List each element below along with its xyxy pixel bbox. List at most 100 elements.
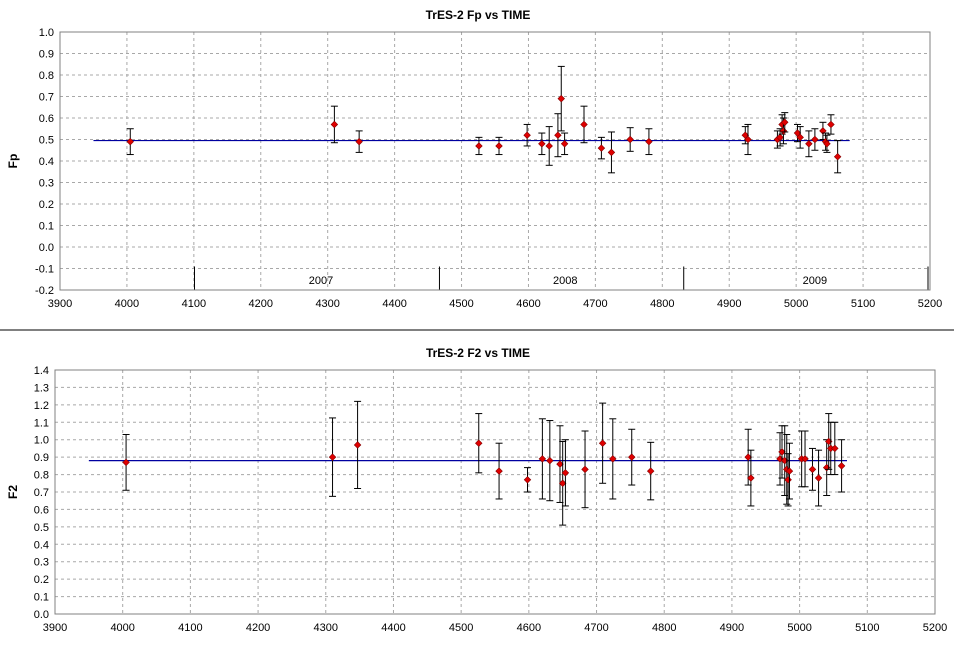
f2-y-tick-label: 0.0 <box>34 609 49 621</box>
f2-marker <box>744 453 752 461</box>
f2-x-tick-label: 4800 <box>652 622 676 634</box>
fp-y-tick-label: -0.1 <box>35 264 54 276</box>
f2-data-point <box>495 442 503 500</box>
f2-y-tick-label: 0.2 <box>34 574 49 586</box>
fp-y-tick-label: -0.2 <box>35 285 54 297</box>
fp-marker <box>495 142 503 150</box>
fp-x-tick-labels: 3900 4000 4100 4200 4300 4400 4500 4600 4700 4800… <box>48 298 942 310</box>
f2-marker <box>581 465 589 474</box>
f2-data-points <box>122 400 846 526</box>
fp-data-point <box>597 136 606 160</box>
f2-x-tick-label: 4700 <box>584 622 608 634</box>
fp-marker <box>827 120 835 129</box>
fp-marker <box>545 142 553 150</box>
fp-x-tick-label: 4700 <box>583 298 607 310</box>
fp-marker <box>776 133 784 142</box>
f2-y-tick-label: 1.2 <box>34 400 49 412</box>
f2-data-point <box>814 449 823 507</box>
f2-marker <box>747 474 755 482</box>
fp-x-tick-label: 4800 <box>650 298 674 310</box>
f2-data-point <box>831 421 839 476</box>
f2-x-tick-label: 4500 <box>449 622 473 634</box>
f2-x-tick-label: 4400 <box>381 622 405 634</box>
fp-data-point <box>126 128 134 156</box>
f2-data-point <box>609 418 617 500</box>
fp-data-point <box>545 126 553 166</box>
fp-marker <box>779 127 788 135</box>
f2-y-tick-label: 1.3 <box>34 382 49 394</box>
fp-x-tick-label: 4600 <box>516 298 540 310</box>
fp-marker <box>744 135 752 144</box>
fp-y-tick-label: 0.1 <box>39 221 54 233</box>
fp-x-tick-label: 4400 <box>382 298 406 310</box>
f2-marker <box>778 448 786 456</box>
fp-data-point <box>355 130 363 153</box>
f2-marker <box>561 469 570 477</box>
fp-x-tick-label: 5100 <box>851 298 875 310</box>
f2-x-tick-label: 5200 <box>923 622 947 634</box>
fp-x-tick-label: 4000 <box>115 298 139 310</box>
f2-marker <box>837 462 846 470</box>
fp-marker <box>607 148 616 157</box>
f2-y-axis-label: F2 <box>6 485 20 499</box>
f2-marker <box>814 474 823 482</box>
fp-marker <box>805 140 813 148</box>
f2-data-point <box>581 430 589 509</box>
fp-data-point <box>607 131 616 174</box>
fp-x-tick-label: 4100 <box>182 298 206 310</box>
fp-marker <box>626 135 634 144</box>
fp-x-tick-label: 3900 <box>48 298 72 310</box>
fp-marker <box>557 94 565 103</box>
fp-y-tick-label: 0.4 <box>39 156 54 168</box>
fp-y-tick-label: 0.9 <box>39 49 54 61</box>
f2-y-tick-label: 0.7 <box>34 487 49 499</box>
fp-data-point <box>554 113 562 158</box>
f2-marker <box>475 439 483 447</box>
f2-marker <box>609 455 617 463</box>
fp-data-point <box>523 123 531 147</box>
fp-marker <box>126 137 134 146</box>
fp-marker <box>796 133 804 142</box>
fp-marker <box>580 120 588 129</box>
f2-data-point <box>785 442 794 500</box>
f2-marker <box>328 453 337 461</box>
fp-x-tick-label: 4300 <box>315 298 339 310</box>
fp-marker <box>538 140 546 148</box>
f2-data-point <box>546 420 554 502</box>
fp-x-tick-label: 4200 <box>249 298 273 310</box>
fp-chart: TrES-2 Fp vs TIME Fp 1.0 0.9 0.8 0.7 0.6 0.5 0… <box>6 8 942 310</box>
fp-y-tick-label: 0.0 <box>39 242 54 254</box>
f2-marker <box>122 458 130 467</box>
fp-data-points <box>126 65 842 174</box>
fp-marker <box>645 137 653 146</box>
f2-marker <box>538 455 547 463</box>
f2-data-point <box>837 439 846 493</box>
fp-year-markers: 2007 2008 2009 <box>194 266 929 290</box>
fp-x-tick-label: 5000 <box>784 298 808 310</box>
fp-y-tick-label: 0.6 <box>39 113 54 125</box>
f2-data-point <box>561 439 570 507</box>
f2-data-point <box>747 449 755 507</box>
fp-marker <box>554 131 562 139</box>
f2-data-point <box>784 453 792 507</box>
fp-data-point <box>805 130 813 158</box>
f2-y-tick-labels: 1.4 1.3 1.2 1.1 1.0 0.9 0.8 0.7 0.6 0.5 0.4 0.3 0.2 0… <box>34 365 49 621</box>
f2-data-point <box>523 467 532 493</box>
f2-y-tick-label: 0.4 <box>34 539 49 551</box>
fp-data-point <box>538 132 546 156</box>
fp-gridlines <box>60 32 930 290</box>
f2-data-point <box>808 447 817 491</box>
f2-data-point <box>646 441 655 501</box>
fp-data-point <box>823 134 831 153</box>
fp-marker <box>523 131 531 139</box>
f2-marker <box>353 441 362 449</box>
f2-x-tick-label: 4000 <box>110 622 134 634</box>
fp-marker <box>811 135 819 144</box>
f2-y-tick-label: 1.4 <box>34 365 49 377</box>
fp-data-point <box>626 127 634 152</box>
fp-data-point <box>781 112 789 133</box>
year-label: 2007 <box>309 275 333 287</box>
f2-data-point <box>475 413 483 474</box>
f2-x-tick-label: 5100 <box>855 622 879 634</box>
